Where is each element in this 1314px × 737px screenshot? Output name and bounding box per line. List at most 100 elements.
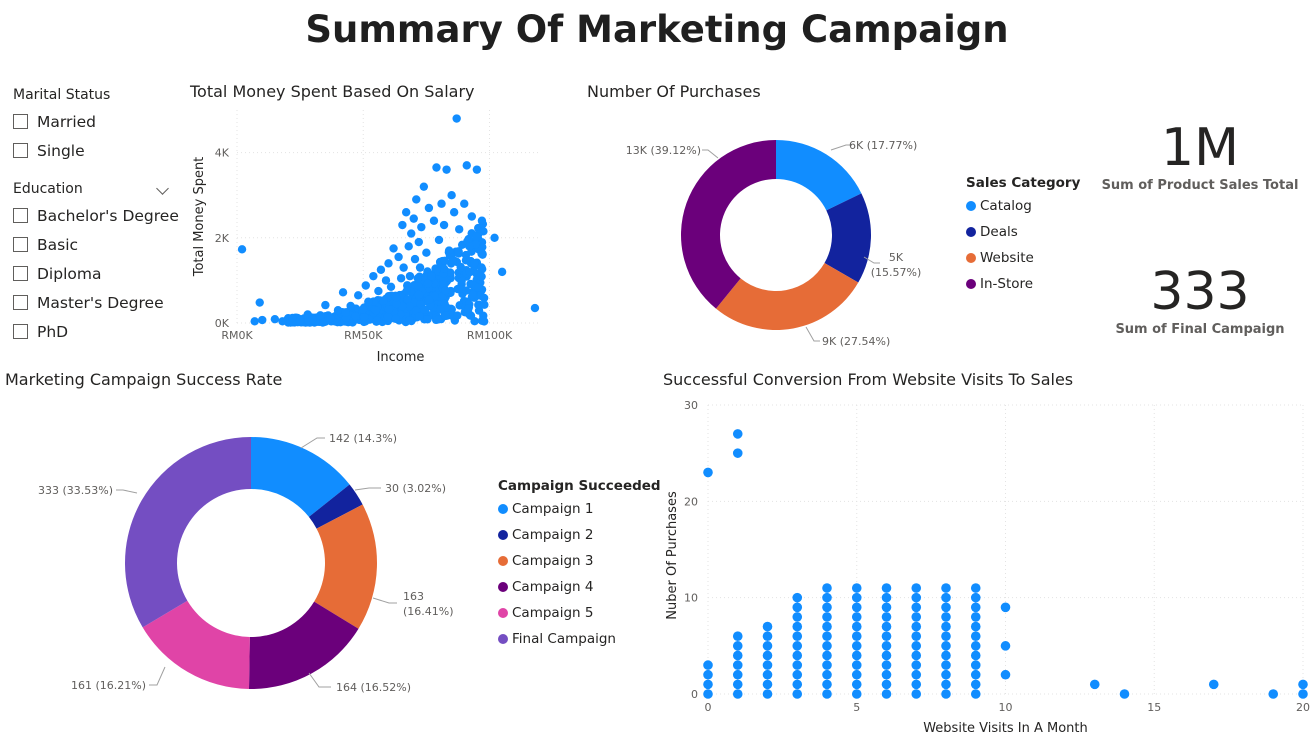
scatter-point bbox=[703, 660, 713, 670]
data-label: 333 (33.53%) bbox=[38, 484, 113, 497]
checkbox[interactable] bbox=[13, 143, 28, 158]
scatter-point bbox=[911, 631, 922, 641]
scatter-point bbox=[703, 679, 713, 690]
scatter-point bbox=[822, 612, 832, 622]
scatter-point bbox=[448, 256, 457, 265]
legend-item-campaign-5[interactable]: Campaign 5 bbox=[498, 600, 661, 626]
legend-item-campaign-3[interactable]: Campaign 3 bbox=[498, 548, 661, 574]
legend-item-campaign-1[interactable]: Campaign 1 bbox=[498, 496, 661, 522]
legend-item-in-store[interactable]: In-Store bbox=[966, 271, 1080, 297]
checkbox[interactable] bbox=[13, 324, 28, 339]
legend-item-catalog[interactable]: Catalog bbox=[966, 193, 1080, 219]
scatter-point bbox=[399, 263, 408, 272]
scatter-point bbox=[417, 222, 426, 232]
checkbox[interactable] bbox=[13, 266, 28, 281]
legend-dot bbox=[966, 279, 976, 289]
scatter-point bbox=[477, 316, 487, 325]
legend-label: Campaign 5 bbox=[512, 605, 594, 621]
scatter-point bbox=[460, 199, 469, 208]
scatter-point bbox=[361, 281, 370, 290]
legend-dot bbox=[966, 227, 976, 237]
scatter-point bbox=[444, 246, 454, 255]
checkbox[interactable] bbox=[13, 237, 28, 252]
legend-item-final-campaign[interactable]: Final Campaign bbox=[498, 626, 661, 652]
scatter-point bbox=[456, 262, 465, 272]
legend-item-deals[interactable]: Deals bbox=[966, 219, 1080, 245]
scatter-point bbox=[762, 650, 773, 661]
checkbox[interactable] bbox=[13, 295, 28, 310]
scatter-point bbox=[792, 660, 803, 670]
scatter-point bbox=[881, 679, 892, 690]
scatter-point bbox=[464, 304, 473, 314]
card-value: 1M bbox=[1161, 118, 1239, 178]
slicer-option-married[interactable]: Married bbox=[13, 107, 110, 136]
scatter-point bbox=[369, 271, 378, 281]
checkbox[interactable] bbox=[13, 114, 28, 129]
legend-item-website[interactable]: Website bbox=[966, 245, 1080, 271]
scatter-point bbox=[1298, 689, 1308, 699]
scatter-point bbox=[792, 641, 803, 651]
scatter-point bbox=[732, 679, 743, 690]
scatter-point bbox=[470, 259, 479, 268]
scatter-point bbox=[386, 282, 396, 291]
scatter-point bbox=[851, 669, 862, 680]
scatter-point bbox=[371, 306, 381, 315]
x-tick-label: 15 bbox=[1147, 701, 1161, 714]
slicer-option-masters[interactable]: Master's Degree bbox=[13, 288, 179, 317]
scatter-point bbox=[389, 244, 398, 253]
scatter-point bbox=[326, 313, 335, 323]
scatter-point bbox=[462, 286, 471, 295]
scatter-point bbox=[295, 316, 305, 325]
data-label: 142 (14.3%) bbox=[329, 432, 397, 445]
scatter-point bbox=[822, 650, 832, 661]
slicer-option-diploma[interactable]: Diploma bbox=[13, 259, 179, 288]
legend-dot bbox=[498, 530, 508, 540]
scatter-point bbox=[413, 274, 422, 283]
leader-line bbox=[149, 666, 166, 686]
slicer-option-bachelors[interactable]: Bachelor's Degree bbox=[13, 201, 179, 230]
scatter-point bbox=[792, 631, 803, 641]
scatter-point bbox=[792, 689, 803, 699]
scatter-point bbox=[422, 248, 431, 257]
scatter-point bbox=[446, 268, 455, 277]
scatter-point bbox=[941, 660, 951, 670]
visits-scatter-title: Successful Conversion From Website Visit… bbox=[663, 370, 1074, 389]
slicer-option-phd[interactable]: PhD bbox=[13, 317, 179, 346]
scatter-point bbox=[792, 650, 803, 661]
scatter-point bbox=[792, 621, 803, 632]
scatter-point bbox=[384, 259, 393, 268]
scatter-point bbox=[439, 220, 449, 230]
scatter-point bbox=[970, 602, 981, 613]
scatter-point bbox=[1268, 689, 1279, 699]
scatter-point bbox=[911, 602, 922, 613]
scatter-point bbox=[465, 242, 474, 251]
campaign-donut-chart: 142 (14.3%) 30 (3.02%) 163 (16.41%) 164 (16.… bbox=[38, 432, 454, 694]
legend-item-campaign-2[interactable]: Campaign 2 bbox=[498, 522, 661, 548]
scatter-point bbox=[346, 301, 355, 311]
scatter-point bbox=[970, 669, 981, 680]
scatter-point bbox=[433, 315, 443, 324]
scatter-point bbox=[881, 602, 892, 613]
legend-dot bbox=[966, 253, 976, 263]
scatter-point bbox=[881, 641, 892, 651]
scatter-point bbox=[359, 305, 368, 314]
scatter-point bbox=[455, 225, 464, 234]
slicer-option-label: Master's Degree bbox=[37, 293, 164, 312]
scatter-point bbox=[427, 271, 436, 281]
legend-item-campaign-4[interactable]: Campaign 4 bbox=[498, 574, 661, 600]
y-tick-label: 2K bbox=[215, 232, 230, 245]
scatter-point bbox=[415, 312, 424, 321]
x-tick-label: 20 bbox=[1296, 701, 1310, 714]
scatter-point bbox=[941, 650, 951, 661]
checkbox[interactable] bbox=[13, 208, 28, 223]
slicer-option-single[interactable]: Single bbox=[13, 136, 110, 165]
scatter-point bbox=[341, 308, 350, 317]
slicer-option-basic[interactable]: Basic bbox=[13, 230, 179, 259]
scatter-point bbox=[479, 293, 489, 303]
scatter-point bbox=[404, 242, 413, 251]
scatter-point bbox=[364, 297, 373, 306]
scatter-point bbox=[530, 303, 540, 313]
donut-slice bbox=[308, 484, 363, 529]
y-tick-label: 0 bbox=[691, 688, 698, 701]
scatter-point bbox=[792, 669, 803, 680]
